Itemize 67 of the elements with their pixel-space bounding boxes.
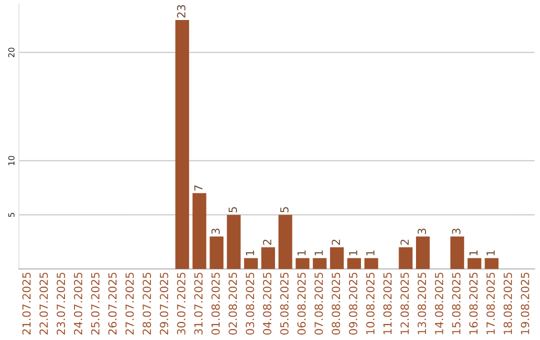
x-tick-label: 18.08.2025 (504, 272, 512, 334)
bar (296, 258, 310, 269)
bar (330, 247, 344, 269)
data-label: 3 (452, 228, 460, 234)
bar (347, 258, 361, 269)
x-tick-label: 15.08.2025 (452, 272, 460, 334)
data-label: 1 (366, 250, 374, 256)
y-tick-label: 5 (8, 212, 15, 217)
x-tick-label: 26.07.2025 (108, 272, 117, 335)
x-tick-label: 31.07.2025 (194, 272, 203, 334)
x-tick-label: 23.07.2025 (56, 272, 66, 335)
data-label: 2 (400, 240, 409, 245)
data-label: 1 (349, 250, 358, 256)
x-tick-label: 12.08.2025 (400, 272, 409, 334)
x-tick-label: 17.08.2025 (486, 272, 495, 334)
data-label: 7 (194, 185, 202, 191)
bar (312, 258, 327, 269)
bar (450, 236, 464, 269)
data-label: 2 (262, 240, 272, 245)
x-tick-label: 10.08.2025 (366, 272, 375, 334)
x-tick-label: 16.08.2025 (469, 272, 478, 334)
bar (192, 193, 206, 269)
data-label: 23 (177, 5, 186, 18)
bar (278, 214, 292, 269)
data-label: 1 (298, 250, 306, 256)
x-tick-label: 09.08.2025 (348, 272, 358, 335)
x-tick-label: 24.07.2025 (74, 272, 82, 335)
x-tick-label: 27.07.2025 (125, 272, 134, 335)
x-tick-label: 02.08.2025 (228, 272, 237, 335)
y-tick-label: 10 (8, 156, 15, 166)
data-label: 3 (418, 228, 426, 234)
bar (416, 236, 430, 269)
x-tick-label: 06.08.2025 (297, 272, 306, 335)
bar (484, 258, 498, 269)
x-tick-label: 11.08.2025 (383, 272, 392, 334)
x-tick-label: 03.08.2025 (246, 272, 254, 335)
data-label: 1 (246, 250, 254, 256)
x-tick-label: 25.07.2025 (91, 272, 100, 335)
x-tick-label: 21.07.2025 (22, 272, 31, 335)
data-label: 1 (469, 250, 478, 256)
x-tick-label: 13.08.2025 (418, 272, 426, 334)
data-label: 3 (211, 228, 220, 234)
data-label: 2 (332, 240, 340, 245)
data-label: 5 (228, 207, 237, 212)
x-tick-label: 01.08.2025 (211, 272, 220, 335)
bar (398, 247, 413, 269)
x-tick-label: 30.07.2025 (177, 272, 186, 334)
x-tick-label: 05.08.2025 (280, 272, 289, 335)
y-tick-label: 20 (8, 48, 15, 58)
x-tick-label: 19.08.2025 (520, 272, 530, 334)
bar (261, 247, 276, 269)
bar (210, 236, 224, 269)
x-tick-label: 28.07.2025 (142, 272, 152, 335)
data-label: 1 (314, 250, 323, 256)
data-label: 5 (280, 207, 289, 212)
x-tick-label: 14.08.2025 (434, 272, 444, 334)
x-tick-label: 07.08.2025 (314, 272, 323, 335)
x-tick-label: 04.08.2025 (262, 272, 272, 335)
bar (468, 258, 482, 269)
bar (226, 214, 241, 269)
bar (175, 20, 190, 269)
bar (364, 258, 378, 269)
x-tick-label: 29.07.2025 (160, 272, 168, 335)
x-tick-label: 22.07.2025 (40, 272, 48, 335)
x-tick-label: 08.08.2025 (332, 272, 340, 335)
data-label: 1 (486, 250, 495, 256)
bar (244, 258, 258, 269)
